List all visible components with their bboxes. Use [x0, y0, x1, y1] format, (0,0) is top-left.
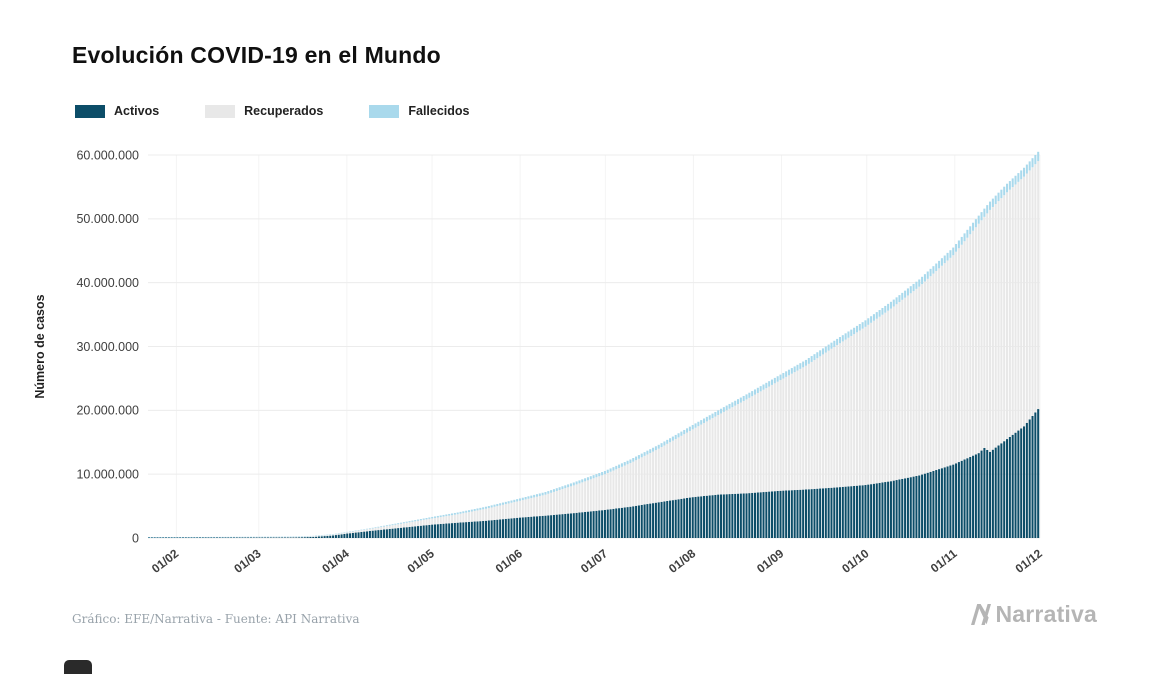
- narrativa-logo: Narrativa: [968, 601, 1097, 628]
- legend-swatch-recuperados: [205, 104, 236, 118]
- series-activos-bars: [148, 409, 1040, 539]
- svg-text:20.000.000: 20.000.000: [76, 404, 139, 418]
- legend-label-recuperados: Recuperados: [244, 104, 324, 118]
- series-fallecidos-bars: [148, 151, 1040, 538]
- narrativa-logo-icon: [971, 604, 992, 625]
- legend-swatch-activos: [75, 104, 105, 118]
- y-axis-title: Número de casos: [33, 294, 47, 398]
- svg-text:01/10: 01/10: [839, 546, 872, 576]
- svg-text:01/06: 01/06: [493, 546, 526, 576]
- svg-text:40.000.000: 40.000.000: [76, 276, 139, 290]
- legend-swatch-fallecidos: [369, 104, 400, 118]
- legend-item-recuperados[interactable]: Recuperados: [205, 104, 323, 118]
- svg-text:01/04: 01/04: [319, 546, 352, 576]
- legend-label-activos: Activos: [114, 104, 160, 118]
- svg-text:01/02: 01/02: [149, 546, 182, 576]
- svg-text:01/11: 01/11: [928, 546, 960, 575]
- screen-corner-artifact: [64, 660, 92, 674]
- x-axis-tick-labels: 01/02 01/03 01/04 01/05 01/06 01/07 01/08 01/09…: [149, 546, 1045, 576]
- svg-text:30.000.000: 30.000.000: [76, 340, 139, 354]
- series-recuperados-bars: [207, 161, 1040, 538]
- chart-legend: Activos Recuperados Fallecidos: [75, 104, 470, 118]
- svg-text:0: 0: [132, 531, 139, 545]
- legend-item-fallecidos[interactable]: Fallecidos: [369, 104, 470, 118]
- legend-item-activos[interactable]: Activos: [75, 104, 159, 118]
- svg-text:01/12: 01/12: [1013, 546, 1046, 576]
- y-axis-tick-labels: 0 10.000.000 20.000.000 30.000.000 40.000.00…: [76, 148, 139, 545]
- svg-text:01/03: 01/03: [231, 546, 264, 576]
- svg-text:01/07: 01/07: [578, 546, 611, 576]
- svg-text:50.000.000: 50.000.000: [76, 212, 139, 226]
- narrativa-logo-text: Narrativa: [995, 601, 1097, 627]
- svg-text:60.000.000: 60.000.000: [76, 148, 139, 162]
- svg-text:10.000.000: 10.000.000: [76, 467, 139, 481]
- svg-text:01/08: 01/08: [666, 546, 699, 576]
- attribution-text: Gráfico: EFE/Narrativa - Fuente: API Nar…: [72, 612, 360, 626]
- chart-title: Evolución COVID-19 en el Mundo: [72, 42, 441, 68]
- svg-text:01/09: 01/09: [754, 546, 787, 576]
- chart-canvas: 0 10.000.000 20.000.000 30.000.000 40.000.00…: [33, 148, 1045, 576]
- legend-label-fallecidos: Fallecidos: [408, 104, 470, 118]
- svg-text:01/05: 01/05: [405, 546, 438, 576]
